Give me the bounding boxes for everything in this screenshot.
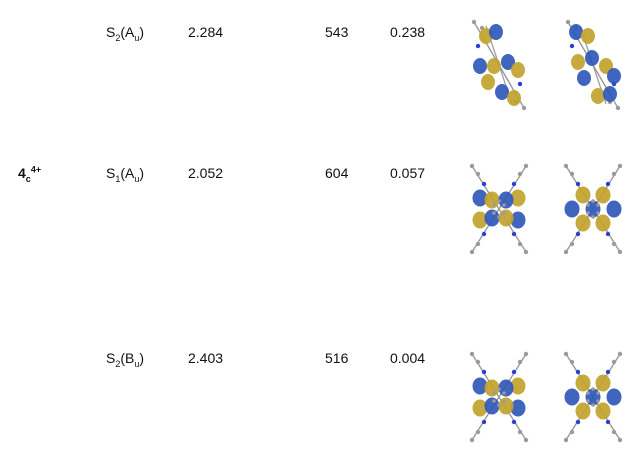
oscillator-strength: 0.238 [390, 24, 426, 40]
excitation-energy: 2.284 [188, 24, 224, 40]
wavelength: 543 [325, 24, 349, 40]
orbital-image-hole [469, 351, 529, 443]
orbital-image-electron [565, 19, 621, 111]
wavelength: 604 [325, 165, 349, 181]
orbital-image-electron [563, 351, 623, 443]
compound-label: 4c4+ [18, 164, 42, 184]
state-label: S1(Au) [106, 165, 145, 184]
orbital-image-hole [469, 163, 529, 255]
orbital-image-electron [563, 163, 623, 255]
orbital-image-hole [471, 19, 527, 111]
state-label: S2(Au) [106, 24, 145, 43]
state-label: S2(Bu) [106, 350, 145, 369]
wavelength: 516 [325, 350, 349, 366]
excitation-energy: 2.403 [188, 350, 224, 366]
excitation-energy: 2.052 [188, 165, 224, 181]
oscillator-strength: 0.057 [390, 165, 426, 181]
oscillator-strength: 0.004 [390, 350, 426, 366]
